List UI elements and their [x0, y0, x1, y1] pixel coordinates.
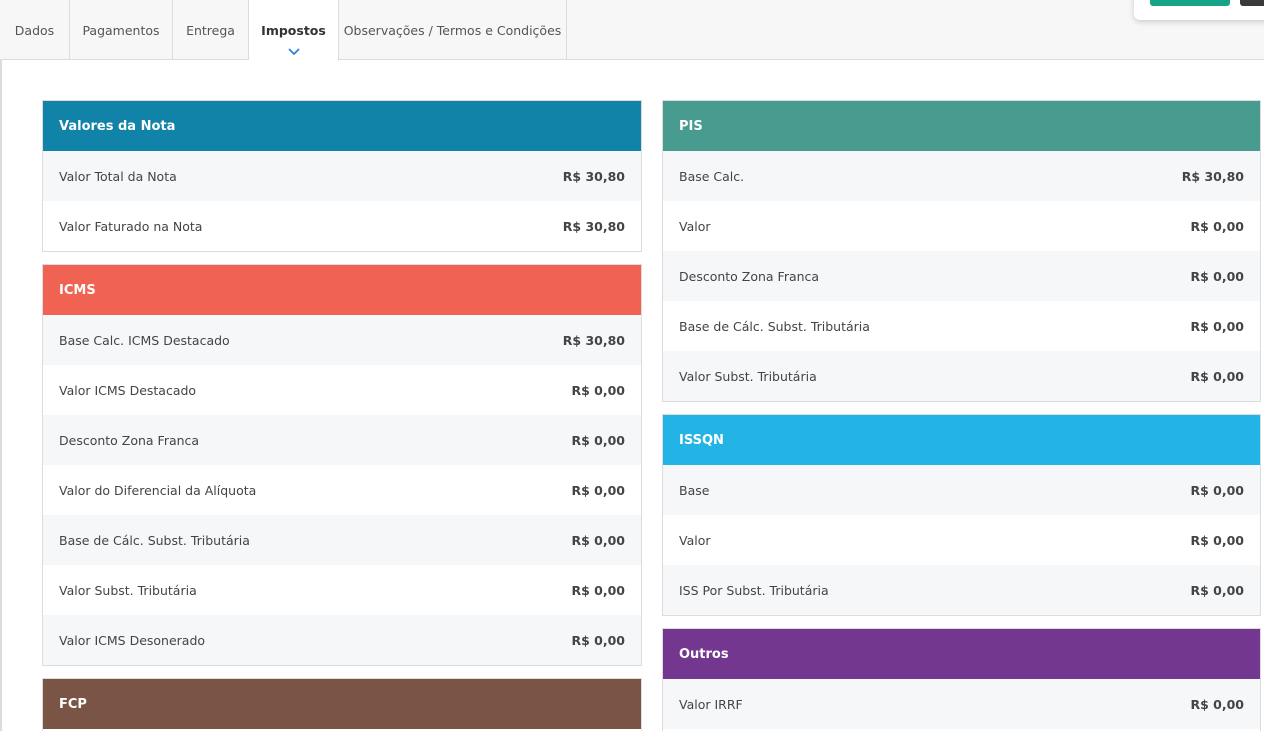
card-title: Outros [679, 646, 729, 662]
row-value: R$ 30,80 [1181, 168, 1244, 184]
row-label: Valor ICMS Destacado [59, 382, 197, 398]
table-row: Base R$ 0,00 [663, 465, 1260, 515]
row-value: R$ 0,00 [1190, 582, 1244, 598]
card-title: PIS [679, 118, 703, 134]
row-label: Valor do Diferencial da Alíquota [59, 482, 257, 498]
primary-action-button[interactable] [1150, 0, 1230, 6]
table-row: Valor do Diferencial da Alíquota R$ 0,00 [43, 465, 641, 515]
row-label: Valor Subst. Tributária [59, 582, 197, 598]
table-row: Valor R$ 0,00 [663, 515, 1260, 565]
card-header: Valores da Nota [43, 101, 641, 151]
row-label: Valor [679, 218, 711, 234]
row-value: R$ 30,80 [562, 168, 625, 184]
table-row: Valor Total da Nota R$ 30,80 [43, 151, 641, 201]
chevron-down-icon [287, 48, 300, 56]
row-label: Desconto Zona Franca [59, 432, 200, 448]
table-row: Base Calc. R$ 30,80 [663, 151, 1260, 201]
row-label: Valor Faturado na Nota [59, 218, 203, 234]
table-row: Desconto Zona Franca R$ 0,00 [663, 251, 1260, 301]
row-label: Valor IRRF [679, 696, 743, 712]
left-border [0, 60, 2, 731]
row-label: Base de Cálc. Subst. Tributária [679, 318, 870, 334]
card-header: PIS [663, 101, 1260, 151]
table-row: Base Calc. ICMS Destacado R$ 30,80 [43, 315, 641, 365]
tab-label: Impostos [261, 23, 326, 38]
table-row: Valor Faturado na Nota R$ 30,80 [43, 201, 641, 251]
row-value: R$ 0,00 [571, 482, 625, 498]
card-header: ICMS [43, 265, 641, 315]
row-value: R$ 0,00 [1190, 368, 1244, 384]
table-row: Valor Subst. Tributária R$ 0,00 [43, 565, 641, 615]
card-fcp: FCP [42, 678, 642, 731]
tab-pagamentos[interactable]: Pagamentos [70, 0, 173, 60]
table-row: Desconto Zona Franca R$ 0,00 [43, 415, 641, 465]
row-label: Valor ICMS Desonerado [59, 632, 206, 648]
card-title: Valores da Nota [59, 118, 176, 134]
tab-dados[interactable]: Dados [0, 0, 70, 60]
card-header: FCP [43, 679, 641, 729]
tab-observacoes[interactable]: Observações / Termos e Condições [339, 0, 567, 60]
tab-impostos[interactable]: Impostos [249, 0, 339, 61]
row-value: R$ 0,00 [1190, 482, 1244, 498]
table-row: Valor ICMS Desonerado R$ 0,00 [43, 615, 641, 665]
row-value: R$ 0,00 [571, 432, 625, 448]
row-value: R$ 30,80 [562, 218, 625, 234]
table-row: Valor R$ 0,00 [663, 201, 1260, 251]
tab-label: Entrega [186, 22, 235, 38]
tab-label: Observações / Termos e Condições [343, 22, 562, 38]
table-row: Valor IRRF R$ 0,00 [663, 679, 1260, 729]
card-header: Outros [663, 629, 1260, 679]
row-value: R$ 0,00 [1190, 218, 1244, 234]
row-value: R$ 0,00 [571, 582, 625, 598]
card-title: ISSQN [679, 432, 724, 448]
tab-label: Dados [14, 22, 55, 38]
row-value: R$ 0,00 [1190, 318, 1244, 334]
row-value: R$ 0,00 [1190, 696, 1244, 712]
tab-label: Pagamentos [82, 22, 160, 38]
table-row: Base de Cálc. Subst. Tributária R$ 0,00 [43, 515, 641, 565]
row-value: R$ 30,80 [562, 332, 625, 348]
row-label: Valor Total da Nota [59, 168, 177, 184]
table-row: Valor Subst. Tributária R$ 0,00 [663, 351, 1260, 401]
card-icms: ICMS Base Calc. ICMS Destacado R$ 30,80 … [42, 264, 642, 666]
card-header: ISSQN [663, 415, 1260, 465]
row-label: Valor [679, 532, 711, 548]
secondary-action-button[interactable] [1240, 0, 1264, 6]
card-valores-da-nota: Valores da Nota Valor Total da Nota R$ 3… [42, 100, 642, 252]
row-value: R$ 0,00 [571, 382, 625, 398]
row-value: R$ 0,00 [571, 532, 625, 548]
row-label: Valor Subst. Tributária [679, 368, 817, 384]
card-pis: PIS Base Calc. R$ 30,80 Valor R$ 0,00 De… [662, 100, 1261, 402]
action-panel [1134, 0, 1264, 20]
table-row: Valor ICMS Destacado R$ 0,00 [43, 365, 641, 415]
card-title: FCP [59, 696, 87, 712]
row-label: Base Calc. [679, 168, 745, 184]
row-value: R$ 0,00 [571, 632, 625, 648]
table-row: ISS Por Subst. Tributária R$ 0,00 [663, 565, 1260, 615]
card-outros: Outros Valor IRRF R$ 0,00 [662, 628, 1261, 731]
table-row: Base de Cálc. Subst. Tributária R$ 0,00 [663, 301, 1260, 351]
row-value: R$ 0,00 [1190, 532, 1244, 548]
tab-bar: Dados Pagamentos Entrega Impostos Observ… [0, 0, 1264, 61]
row-label: Desconto Zona Franca [679, 268, 820, 284]
row-value: R$ 0,00 [1190, 268, 1244, 284]
row-label: Base Calc. ICMS Destacado [59, 332, 230, 348]
row-label: ISS Por Subst. Tributária [679, 582, 829, 598]
row-label: Base de Cálc. Subst. Tributária [59, 532, 250, 548]
tab-entrega[interactable]: Entrega [173, 0, 249, 60]
card-title: ICMS [59, 282, 96, 298]
row-label: Base [679, 482, 710, 498]
card-issqn: ISSQN Base R$ 0,00 Valor R$ 0,00 ISS Por… [662, 414, 1261, 616]
